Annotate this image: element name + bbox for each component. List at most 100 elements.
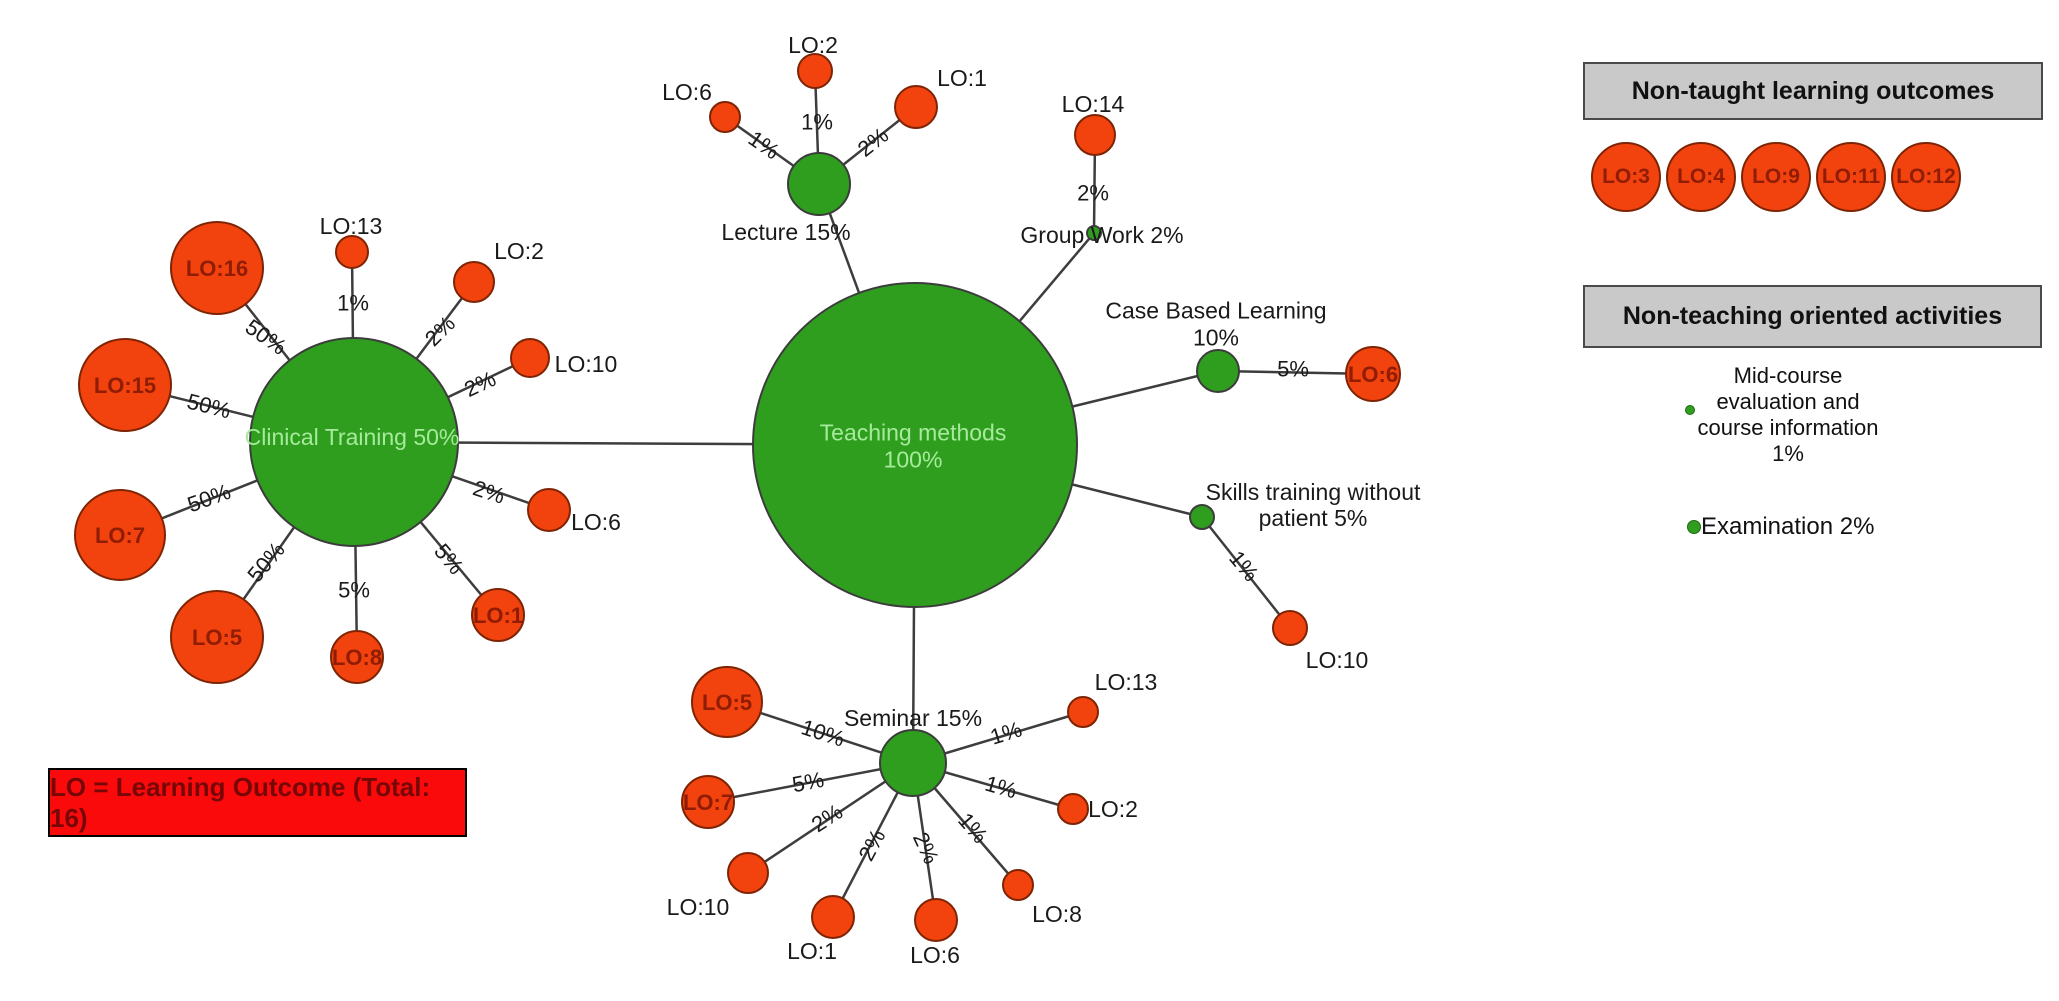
label-sk-lo10: LO:10 <box>1306 647 1369 673</box>
node-sk-lo10 <box>1272 610 1308 646</box>
node-lecture <box>787 152 851 216</box>
node-s-lo1 <box>811 895 855 939</box>
label-lecture: Lecture 15% <box>721 219 850 245</box>
examination-dot-icon <box>1687 520 1701 534</box>
label-c-lo15: LO:15 <box>94 373 156 398</box>
edge-label-clinical-lo6: 2% <box>470 475 508 509</box>
edge-label-lecture-lo1: 2% <box>853 122 893 161</box>
label-gw-lo14: LO:14 <box>1062 91 1125 117</box>
edge-skills-lo10 <box>1201 516 1291 629</box>
label-s-lo8: LO:8 <box>1032 901 1082 927</box>
edge-label-lecture-lo2: 1% <box>801 110 833 135</box>
edge-label-clinical-lo10: 2% <box>460 366 499 402</box>
non-taught-lo-chip: LO:11 <box>1816 142 1886 212</box>
label-s-lo13: LO:13 <box>1095 669 1158 695</box>
label-l-lo2: LO:2 <box>788 32 838 58</box>
label-cb-lo6: LO:6 <box>1348 362 1398 387</box>
node-groupwork <box>1086 225 1102 241</box>
label-c-lo7: LO:7 <box>95 523 145 548</box>
node-s-lo5 <box>691 666 763 738</box>
edge-label-seminar-lo10: 2% <box>807 799 847 837</box>
label-groupwork: Group Work 2% <box>1020 222 1183 248</box>
label-s-lo1: LO:1 <box>787 938 837 964</box>
legend-non-teaching-box: Non-teaching oriented activities <box>1583 285 2042 348</box>
node-l-lo1 <box>894 85 938 129</box>
mid-course-label: Mid-course evaluation and course informa… <box>1697 363 1879 466</box>
label-clinical: Clinical Training 50% <box>245 424 460 450</box>
node-casebased <box>1196 349 1240 393</box>
node-c-lo6 <box>527 488 571 532</box>
non-taught-lo-chip: LO:4 <box>1666 142 1736 212</box>
node-s-lo10 <box>727 852 769 894</box>
legend-non-teaching-title: Non-teaching oriented activities <box>1622 302 2003 330</box>
node-s-lo6 <box>914 898 958 942</box>
edge-seminar-lo7 <box>707 761 914 804</box>
edge-label-seminar-lo13: 1% <box>987 716 1025 749</box>
label-c-lo10: LO:10 <box>555 351 618 377</box>
node-c-lo7 <box>74 489 166 581</box>
label-teaching: Teaching methods 100% <box>820 420 1007 473</box>
node-s-lo7 <box>681 775 735 829</box>
label-c-lo5: LO:5 <box>192 625 242 650</box>
label-casebased: Case Based Learning 10% <box>1105 298 1326 351</box>
label-s-lo7: LO:7 <box>683 790 733 815</box>
node-s-lo13 <box>1067 696 1099 728</box>
edge-label-seminar-lo7: 5% <box>790 767 826 798</box>
non-taught-lo-chip: LO:12 <box>1891 142 1961 212</box>
node-c-lo1 <box>471 588 525 642</box>
node-cb-lo6 <box>1345 346 1401 402</box>
label-l-lo1: LO:1 <box>937 65 987 91</box>
mid-course-dot-icon <box>1685 405 1695 415</box>
footnote-text: LO = Learning Outcome (Total: 16) <box>50 771 431 833</box>
label-skills: Skills training without patient 5% <box>1206 479 1421 531</box>
edge-label-clinical-lo8: 5% <box>338 578 370 603</box>
legend-non-taught-box: Non-taught learning outcomes <box>1583 62 2043 120</box>
edge-label-seminar-lo8: 1% <box>953 808 993 848</box>
node-skills <box>1189 504 1215 530</box>
node-l-lo6 <box>709 101 741 133</box>
non-taught-lo-chip: LO:9 <box>1741 142 1811 212</box>
node-c-lo15 <box>78 338 172 432</box>
node-c-lo16 <box>170 221 264 315</box>
edge-label-seminar-lo6: 2% <box>908 828 944 867</box>
label-c-lo6: LO:6 <box>571 509 621 535</box>
examination-label: Examination 2% <box>1701 513 1875 540</box>
label-c-lo8: LO:8 <box>332 645 382 670</box>
node-c-lo2 <box>453 261 495 303</box>
footnote-box: LO = Learning Outcome (Total: 16) <box>48 768 467 837</box>
node-seminar <box>879 729 947 797</box>
label-seminar: Seminar 15% <box>844 705 982 731</box>
edge-label-clinical-lo7: 50% <box>184 479 234 518</box>
label-c-lo1: LO:1 <box>473 603 523 628</box>
node-c-lo5 <box>170 590 264 684</box>
node-c-lo8 <box>330 630 384 684</box>
edge-label-casebased-lo6: 5% <box>1277 357 1309 382</box>
label-s-lo6: LO:6 <box>910 942 960 968</box>
label-s-lo10: LO:10 <box>667 894 730 920</box>
node-s-lo2 <box>1057 793 1089 825</box>
label-s-lo2: LO:2 <box>1088 796 1138 822</box>
node-l-lo2 <box>797 53 833 89</box>
label-c-lo13: LO:13 <box>320 213 383 239</box>
label-s-lo5: LO:5 <box>702 690 752 715</box>
edge-label-groupwork-lo14: 2% <box>1077 181 1109 206</box>
legend-non-taught-title: Non-taught learning outcomes <box>1631 76 1995 105</box>
edge-label-seminar-lo5: 10% <box>798 714 848 751</box>
edge-label-clinical-lo13: 1% <box>337 291 369 316</box>
edge-label-seminar-lo1: 2% <box>853 825 890 865</box>
node-s-lo8 <box>1002 869 1034 901</box>
non-taught-lo-chip: LO:3 <box>1591 142 1661 212</box>
label-l-lo6: LO:6 <box>662 79 712 105</box>
edge-label-clinical-lo15: 50% <box>185 389 234 424</box>
node-c-lo10 <box>510 338 550 378</box>
edge-label-lecture-lo6: 1% <box>744 126 784 165</box>
legend-non-taught-items: LO:3 LO:4 LO:9 LO:11 LO:12 <box>1591 142 1961 212</box>
node-c-lo13 <box>335 235 369 269</box>
label-c-lo16: LO:16 <box>186 256 248 281</box>
node-teaching <box>752 282 1078 608</box>
label-c-lo2: LO:2 <box>494 238 544 264</box>
node-gw-lo14 <box>1074 114 1116 156</box>
edge-label-seminar-lo2: 1% <box>982 771 1019 804</box>
node-clinical <box>249 337 459 547</box>
